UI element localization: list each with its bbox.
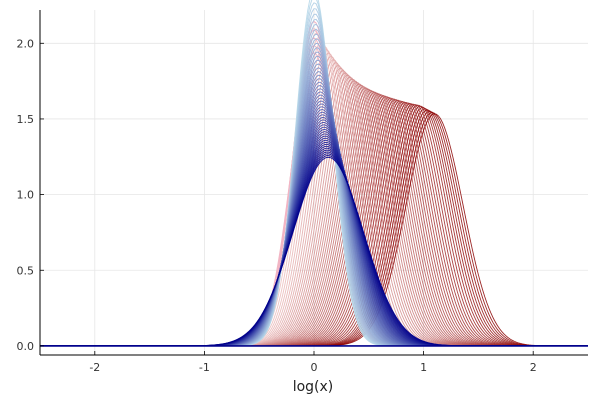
tick-labels: -2 -1 0 1 2 0.0 0.5 1.0 1.5 2.0 (17, 37, 537, 374)
x-tick-label: -2 (89, 361, 100, 374)
x-tick-label: 0 (311, 361, 318, 374)
y-tick-label: 1.5 (17, 113, 35, 126)
x-tick-label: 1 (420, 361, 427, 374)
y-tick-label: 1.0 (17, 189, 35, 202)
x-tick-label: -1 (199, 361, 210, 374)
axes (39, 10, 588, 356)
y-tick-label: 2.0 (17, 37, 35, 50)
y-tick-label: 0.0 (17, 340, 35, 353)
x-axis-label: log(x) (293, 379, 334, 395)
curve-layer (40, 0, 588, 347)
x-tick-label: 2 (530, 361, 537, 374)
y-tick-label: 0.5 (17, 264, 35, 277)
